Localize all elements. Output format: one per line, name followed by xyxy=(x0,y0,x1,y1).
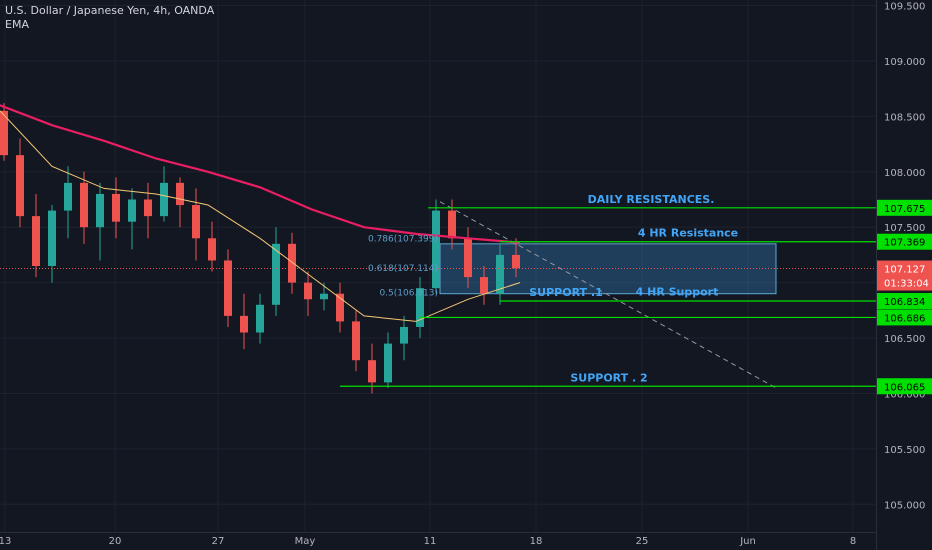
candle-body-14 xyxy=(224,260,232,316)
y-tick-label-6: 108.000 xyxy=(884,168,925,179)
x-tick-label-4: 11 xyxy=(424,536,437,547)
x-tick-label-1: 20 xyxy=(109,536,122,547)
level-tag-4 xyxy=(877,378,932,395)
labels-layer: 4 HR Support DAILY RESISTANCES. 4 HR Resis… xyxy=(368,193,738,384)
candle-body-27 xyxy=(432,210,440,289)
ema-fast-line xyxy=(0,110,521,322)
level-note-4: SUPPORT . 2 xyxy=(570,371,647,384)
legend: U.S. Dollar / Japanese Yen, 4h, OANDA EM… xyxy=(5,4,214,32)
level-tag-1 xyxy=(877,233,932,250)
candle-body-5 xyxy=(80,182,88,228)
candle-body-16 xyxy=(256,304,264,333)
levels-layer xyxy=(0,207,876,387)
x-axis: 13 20 27 May 11 18 25 Jun 8 xyxy=(0,532,876,547)
level-tag-3 xyxy=(877,309,932,326)
candle-body-0 xyxy=(0,110,8,156)
y-tick-label-7: 108.500 xyxy=(884,112,925,123)
candle-body-8 xyxy=(128,199,136,222)
indicator-label: EMA xyxy=(5,18,29,31)
candle-body-29 xyxy=(464,238,472,278)
candle-body-11 xyxy=(176,182,184,206)
ema-layer xyxy=(0,104,521,322)
current-price-value: 107.127 xyxy=(884,265,925,276)
candle-body-4 xyxy=(64,182,72,211)
x-tick-label-6: 25 xyxy=(636,536,649,547)
y-axis: 105.000105.500106.000106.500107.000107.5… xyxy=(876,0,932,550)
level-tag-label-4: 106.065 xyxy=(884,382,925,393)
current-price-tag xyxy=(877,260,932,291)
x-tick-label-2: 27 xyxy=(212,536,225,547)
candle-body-15 xyxy=(240,315,248,333)
zone-layer xyxy=(439,243,777,295)
candle-body-32 xyxy=(512,254,520,269)
level-tag-label-0: 107.675 xyxy=(884,204,925,215)
y-tick-label-0: 105.000 xyxy=(884,500,925,511)
zone-label: 4 HR Support xyxy=(636,286,719,299)
candle-body-26 xyxy=(416,288,424,327)
y-tick-label-9: 109.500 xyxy=(884,2,925,13)
level-note-0: DAILY RESISTANCES. xyxy=(588,193,715,206)
x-tick-label-8: 8 xyxy=(850,536,856,547)
x-tick-label-5: 18 xyxy=(530,536,543,547)
candle-body-25 xyxy=(400,326,408,344)
candle-body-28 xyxy=(448,210,456,239)
candle-body-22 xyxy=(352,321,360,361)
y-tick-label-5: 107.500 xyxy=(884,223,925,234)
support-resistance-zone xyxy=(439,243,777,295)
fib-label-2: 0.5(106.913) xyxy=(379,289,438,299)
candle-body-19 xyxy=(304,282,312,300)
candle-body-12 xyxy=(192,205,200,239)
candle-body-10 xyxy=(160,182,168,217)
candle-body-3 xyxy=(48,210,56,266)
level-tag-2 xyxy=(877,293,932,310)
candle-body-23 xyxy=(368,360,376,383)
grid xyxy=(0,0,876,532)
candle-body-24 xyxy=(384,343,392,383)
x-tick-label-7: Jun xyxy=(739,536,756,547)
candle-body-6 xyxy=(96,193,104,228)
ema-slow-line xyxy=(0,104,521,244)
candles-layer xyxy=(0,103,520,394)
candle-body-9 xyxy=(144,199,152,217)
fib-label-0: 0.786(107.399) xyxy=(368,234,438,244)
level-note-1: 4 HR Resistance xyxy=(638,227,738,240)
y-tick-label-3: 106.500 xyxy=(884,334,925,345)
y-tick-label-8: 109.000 xyxy=(884,57,925,68)
x-tick-label-3: May xyxy=(295,536,316,547)
y-tick-label-1: 105.500 xyxy=(884,445,925,456)
candle-body-18 xyxy=(288,243,296,283)
candle-body-1 xyxy=(16,155,24,217)
level-tag-label-2: 106.834 xyxy=(884,297,925,308)
candle-body-2 xyxy=(32,216,40,266)
candle-body-30 xyxy=(480,277,488,294)
level-note-2: SUPPORT .1 xyxy=(529,286,602,299)
candle-body-20 xyxy=(320,293,328,300)
candle-body-17 xyxy=(272,243,280,305)
symbol-title: U.S. Dollar / Japanese Yen, 4h, OANDA xyxy=(5,4,215,17)
level-tag-0 xyxy=(877,199,932,216)
candle-body-7 xyxy=(112,193,120,222)
trendline-layer xyxy=(439,201,777,389)
countdown-timer: 01:33:04 xyxy=(884,279,929,290)
x-tick-label-0: 13 xyxy=(0,536,11,547)
trendline xyxy=(439,201,777,389)
fib-label-1: 0.618(107.114) xyxy=(368,264,438,274)
level-tag-label-1: 107.369 xyxy=(884,238,925,249)
candle-body-13 xyxy=(208,238,216,261)
candle-body-31 xyxy=(496,254,504,294)
y-tick-label-2: 106.000 xyxy=(884,389,925,400)
level-tag-label-3: 106.686 xyxy=(884,313,925,324)
candle-body-21 xyxy=(336,293,344,322)
